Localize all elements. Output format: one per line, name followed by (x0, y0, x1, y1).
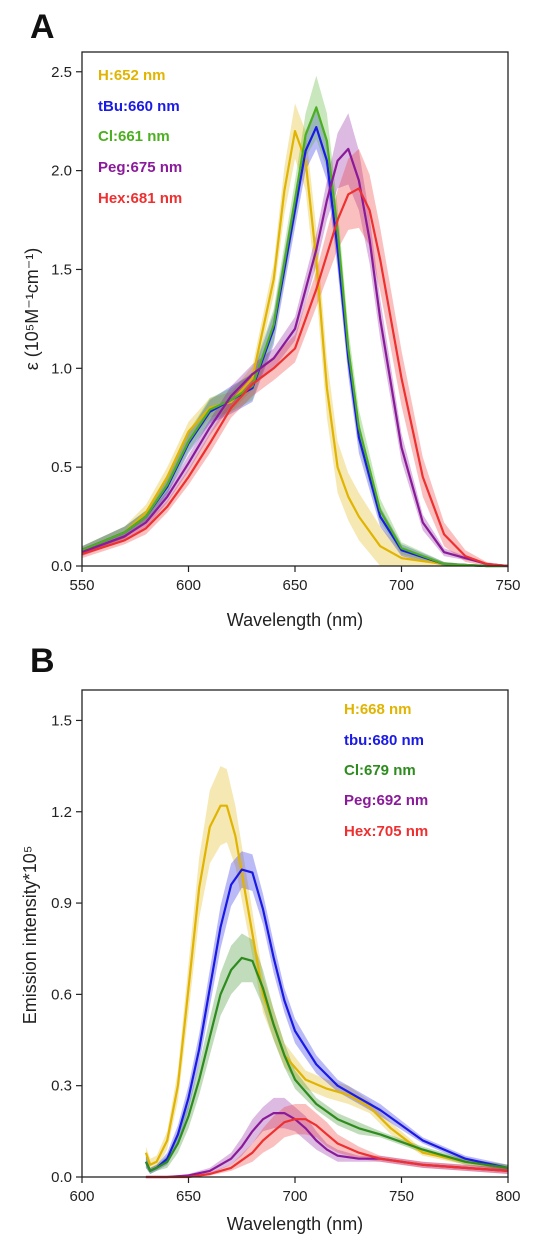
x-tick-label: 550 (69, 577, 94, 594)
panel-a-x-ticks: 550 600 650 700 750 (69, 566, 521, 594)
panel-a-y-ticks: 0.0 0.5 1.0 1.5 2.0 2.5 (51, 64, 82, 575)
series-line-b-0 (144, 804, 509, 1169)
legend-b-h: H:668 nm (344, 701, 412, 718)
x-tick-label: 750 (495, 577, 520, 594)
panel-a-label: A (30, 8, 55, 46)
panel-b-lines (144, 804, 509, 1179)
x-tick-label: 600 (69, 1188, 94, 1205)
panel-b: B 600 650 700 750 800 0.0 0.3 0.6 0.9 1.2 1.5 Wav… (20, 642, 521, 1234)
panel-b-legend: H:668 nm tbu:680 nm Cl:679 nm Peg:692 nm… (344, 701, 428, 840)
y-tick-label: 0.6 (51, 986, 72, 1003)
y-tick-label: 2.0 (51, 163, 72, 180)
legend-a-hex: Hex:681 nm (98, 190, 182, 207)
panel-b-bands (145, 766, 508, 1177)
legend-a-tbu: tBu:660 nm (98, 98, 180, 115)
x-tick-label: 650 (176, 1188, 201, 1205)
band-b-4 (145, 1104, 508, 1177)
band-a-4 (82, 148, 508, 566)
x-tick-label: 650 (282, 577, 307, 594)
y-tick-label: 0.3 (51, 1078, 72, 1095)
series-line-b-1 (144, 868, 509, 1173)
series-line-a-2 (81, 106, 508, 568)
y-tick-label: 2.5 (51, 64, 72, 81)
panel-a: A 550 600 650 700 750 0.0 0.5 1.0 1.5 2.0 2.5 Wav… (22, 8, 521, 630)
panel-b-x-ticks: 600 650 700 750 800 (69, 1177, 521, 1205)
panel-b-y-axis-label: Emission intensity*10⁵ (20, 846, 40, 1025)
y-tick-label: 1.0 (51, 360, 72, 377)
series-line-b-4 (145, 1118, 509, 1179)
x-tick-label: 800 (495, 1188, 520, 1205)
legend-b-hex: Hex:705 nm (344, 823, 428, 840)
band-b-0 (145, 766, 508, 1171)
legend-b-peg: Peg:692 nm (344, 792, 428, 809)
band-a-1 (82, 105, 508, 567)
legend-b-cl: Cl:679 nm (344, 762, 416, 779)
series-line-a-0 (81, 130, 508, 568)
series-line-b-2 (144, 956, 509, 1173)
panel-a-legend: H:652 nm tBu:660 nm Cl:661 nm Peg:675 nm… (98, 67, 182, 207)
panel-a-lines (81, 106, 509, 568)
x-tick-label: 700 (389, 577, 414, 594)
panel-b-label: B (30, 642, 55, 680)
y-tick-label: 1.5 (51, 261, 72, 278)
panel-a-bands (82, 75, 508, 567)
y-tick-label: 0.0 (51, 1169, 72, 1186)
legend-a-peg: Peg:675 nm (98, 159, 182, 176)
y-tick-label: 0.5 (51, 459, 72, 476)
legend-a-cl: Cl:661 nm (98, 128, 170, 145)
band-a-3 (82, 113, 508, 567)
panel-a-x-axis-label: Wavelength (nm) (227, 610, 363, 630)
series-line-a-3 (81, 147, 509, 568)
y-tick-label: 0.0 (51, 558, 72, 575)
legend-b-tbu: tbu:680 nm (344, 732, 424, 749)
x-tick-label: 750 (389, 1188, 414, 1205)
y-tick-label: 1.5 (51, 712, 72, 729)
y-tick-label: 0.9 (51, 895, 72, 912)
series-line-a-4 (81, 187, 509, 568)
panel-b-frame (81, 689, 509, 1178)
x-tick-label: 700 (282, 1188, 307, 1205)
panel-b-x-axis-label: Wavelength (nm) (227, 1214, 363, 1234)
x-tick-label: 600 (176, 577, 201, 594)
legend-a-h: H:652 nm (98, 67, 166, 84)
y-tick-label: 1.2 (51, 804, 72, 821)
panel-a-y-axis-label: ε (10⁵M⁻¹cm⁻¹) (22, 248, 42, 370)
band-b-3 (145, 1097, 508, 1177)
panel-b-y-ticks: 0.0 0.3 0.6 0.9 1.2 1.5 (51, 712, 82, 1186)
